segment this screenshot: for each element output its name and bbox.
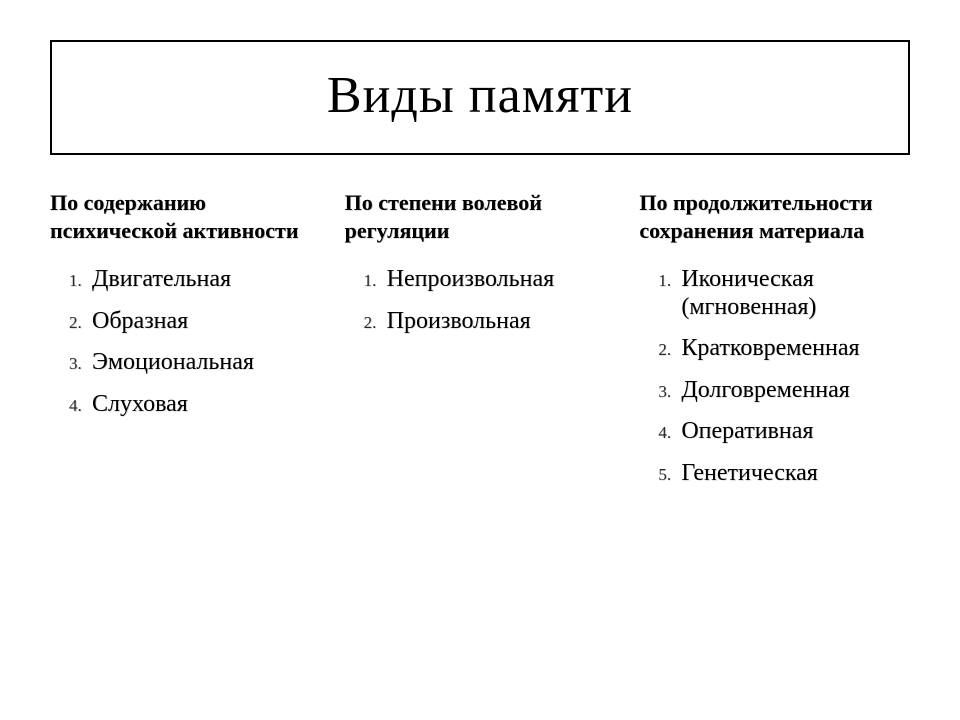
column-list: Двигательная Образная Эмоциональная Слух…: [50, 266, 321, 418]
column-2: По степени волевой регуляции Непроизволь…: [345, 189, 616, 502]
column-list: Иконическая (мгновенная) Кратковременная…: [639, 266, 910, 488]
page-title: Виды памяти: [62, 66, 898, 125]
list-item: Слуховая: [86, 391, 321, 419]
columns-container: По содержанию психической активности Дви…: [50, 189, 910, 502]
list-item: Эмоциональная: [86, 349, 321, 377]
list-item: Образная: [86, 308, 321, 336]
list-item: Генетическая: [675, 460, 910, 488]
column-heading: По продолжительности сохранения материал…: [639, 189, 910, 244]
column-heading: По содержанию психической активности: [50, 189, 321, 244]
list-item: Двигательная: [86, 266, 321, 294]
slide: Виды памяти По содержанию психической ак…: [0, 0, 960, 720]
list-item: Оперативная: [675, 418, 910, 446]
list-item: Иконическая (мгновенная): [675, 266, 910, 321]
column-3: По продолжительности сохранения материал…: [639, 189, 910, 502]
column-1: По содержанию психической активности Дви…: [50, 189, 321, 502]
list-item: Кратковременная: [675, 335, 910, 363]
title-box: Виды памяти: [50, 40, 910, 155]
list-item: Долговременная: [675, 377, 910, 405]
column-heading: По степени волевой регуляции: [345, 189, 616, 244]
column-list: Непроизвольная Произвольная: [345, 266, 616, 335]
list-item: Произвольная: [381, 308, 616, 336]
list-item: Непроизвольная: [381, 266, 616, 294]
